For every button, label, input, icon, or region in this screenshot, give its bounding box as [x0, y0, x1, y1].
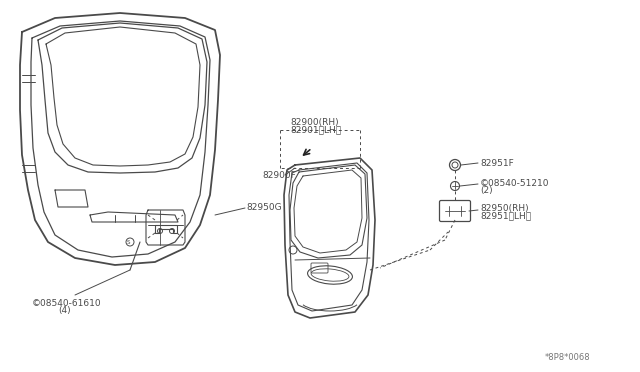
Text: ©08540-51210: ©08540-51210 — [480, 179, 550, 187]
Text: *8P8*0068: *8P8*0068 — [545, 353, 590, 362]
Text: (4): (4) — [58, 307, 70, 315]
Text: ©08540-61610: ©08540-61610 — [32, 298, 102, 308]
Text: 82950G: 82950G — [246, 203, 282, 212]
Text: 82901〈LH〉: 82901〈LH〉 — [290, 125, 341, 135]
Text: (2): (2) — [480, 186, 493, 196]
Text: 82900F: 82900F — [262, 171, 296, 180]
Text: 82951〈LH〉: 82951〈LH〉 — [480, 212, 531, 221]
Text: S: S — [127, 240, 131, 244]
Text: 82900(RH): 82900(RH) — [290, 118, 339, 126]
Text: 82950(RH): 82950(RH) — [480, 203, 529, 212]
Text: 82951F: 82951F — [480, 158, 514, 167]
